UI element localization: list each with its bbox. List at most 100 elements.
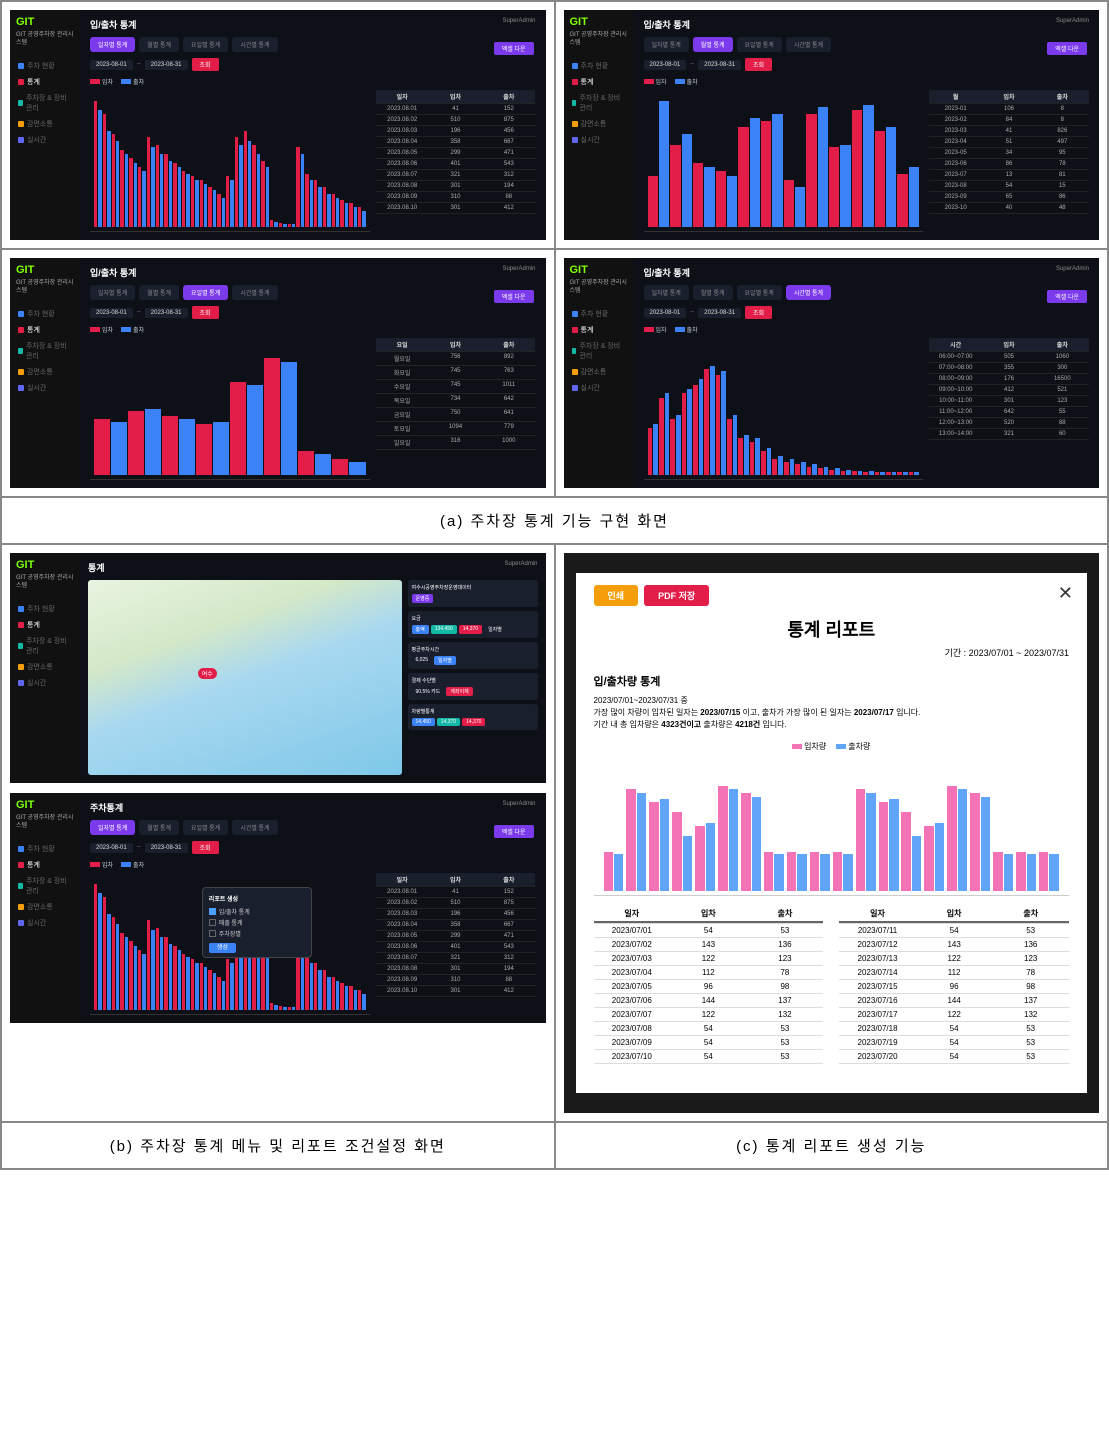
sidebar-item[interactable]: 주차 현황 <box>16 841 74 857</box>
search-button[interactable]: 조회 <box>745 58 772 71</box>
sidebar-item[interactable]: 감면소통 <box>16 364 74 380</box>
excel-button[interactable]: 엑셀 다운 <box>494 42 534 55</box>
sidebar-item[interactable]: 주차장 & 장비 관리 <box>16 90 74 116</box>
chip[interactable]: 14,450 <box>412 718 435 726</box>
map-pin[interactable]: 여수 <box>198 668 217 679</box>
tab[interactable]: 시간별 통계 <box>232 820 277 835</box>
sidebar-item[interactable]: 통계 <box>570 322 628 338</box>
date-to[interactable]: 2023-08-31 <box>145 308 188 318</box>
tab[interactable]: 요일별 통계 <box>183 285 228 300</box>
chip[interactable]: 14,370 <box>459 625 482 634</box>
sidebar-item[interactable]: 주차 현황 <box>570 58 628 74</box>
sidebar-item[interactable]: 주차장 & 장비 관리 <box>16 873 74 899</box>
excel-button[interactable]: 엑셀 다운 <box>494 825 534 838</box>
sidebar-item[interactable]: 감면소통 <box>16 116 74 132</box>
user-menu[interactable]: SuperAdmin <box>502 801 535 814</box>
map[interactable]: 여수 <box>88 580 402 775</box>
user-menu[interactable]: SuperAdmin <box>1056 18 1089 31</box>
tab[interactable]: 월별 통계 <box>139 285 179 300</box>
report-legend: 입차량 출차량 <box>594 741 1070 752</box>
chip[interactable]: 일자별 <box>434 656 456 665</box>
chip[interactable]: 134,450 <box>431 625 457 634</box>
print-button[interactable]: 인쇄 <box>594 585 639 606</box>
date-from[interactable]: 2023-08-01 <box>90 308 133 318</box>
chip[interactable]: 14,370 <box>462 718 485 726</box>
tab[interactable]: 시간별 통계 <box>232 285 277 300</box>
user-menu[interactable]: SuperAdmin <box>504 561 537 574</box>
search-button[interactable]: 조회 <box>745 306 772 319</box>
tab[interactable]: 일자별 통계 <box>644 37 689 52</box>
sidebar-item[interactable]: 실시간 <box>16 915 74 931</box>
user-menu[interactable]: SuperAdmin <box>502 18 535 31</box>
sidebar-item[interactable]: 감면소통 <box>16 899 74 915</box>
sidebar-item[interactable]: 감면소통 <box>570 364 628 380</box>
checkbox-row[interactable]: 주차장별 <box>209 929 305 938</box>
date-to[interactable]: 2023-08-31 <box>698 60 741 70</box>
tab[interactable]: 시간별 통계 <box>786 285 831 300</box>
checkbox-row[interactable]: 매출 통계 <box>209 918 305 927</box>
tab[interactable]: 월별 통계 <box>693 37 733 52</box>
search-button[interactable]: 조회 <box>192 306 219 319</box>
sidebar-item[interactable]: 주차 현황 <box>16 58 74 74</box>
tab[interactable]: 일자별 통계 <box>90 820 135 835</box>
tab[interactable]: 요일별 통계 <box>183 820 228 835</box>
date-from[interactable]: 2023-08-01 <box>90 60 133 70</box>
tab[interactable]: 시간별 통계 <box>786 37 831 52</box>
chip[interactable]: 일자별 <box>484 625 506 634</box>
sidebar-item[interactable]: 통계 <box>570 74 628 90</box>
excel-button[interactable]: 엑셀 다운 <box>1047 42 1087 55</box>
date-to[interactable]: 2023-08-31 <box>698 308 741 318</box>
chip[interactable]: 90.5% 카드 <box>412 687 445 696</box>
sidebar-item[interactable]: 감면소통 <box>16 659 74 675</box>
sidebar-item[interactable]: 통계 <box>16 617 74 633</box>
pdf-button[interactable]: PDF 저장 <box>644 585 709 606</box>
sidebar-item[interactable]: 실시간 <box>16 675 74 691</box>
excel-button[interactable]: 엑셀 다운 <box>1047 290 1087 303</box>
checkbox-row[interactable]: 입/출차 통계 <box>209 907 305 916</box>
chip[interactable]: 14,370 <box>437 718 460 726</box>
date-from[interactable]: 2023-08-01 <box>90 843 133 853</box>
sidebar-item[interactable]: 주차장 & 장비 관리 <box>16 338 74 364</box>
sidebar-item[interactable]: 실시간 <box>570 380 628 396</box>
sidebar-item[interactable]: 실시간 <box>16 380 74 396</box>
sidebar-item[interactable]: 실시간 <box>570 132 628 148</box>
tab[interactable]: 월별 통계 <box>139 820 179 835</box>
sidebar-item[interactable]: 주차 현황 <box>570 306 628 322</box>
user-menu[interactable]: SuperAdmin <box>502 266 535 279</box>
close-icon[interactable]: ✕ <box>1058 583 1073 604</box>
sidebar-item[interactable]: 주차장 & 장비 관리 <box>570 90 628 116</box>
sidebar-item[interactable]: 통계 <box>16 857 74 873</box>
sidebar-item[interactable]: 실시간 <box>16 132 74 148</box>
sidebar-item[interactable]: 주차 현황 <box>16 306 74 322</box>
tab[interactable]: 일자별 통계 <box>90 285 135 300</box>
search-button[interactable]: 조회 <box>192 841 219 854</box>
sidebar-item[interactable]: 주차장 & 장비 관리 <box>16 633 74 659</box>
tab[interactable]: 일자별 통계 <box>90 37 135 52</box>
chip[interactable]: 6,025 <box>412 656 433 665</box>
date-to[interactable]: 2023-08-31 <box>145 843 188 853</box>
generate-button[interactable]: 생성 <box>209 943 236 953</box>
sidebar-item[interactable]: 주차장 & 장비 관리 <box>570 338 628 364</box>
sidebar-item[interactable]: 통계 <box>16 74 74 90</box>
tab[interactable]: 요일별 통계 <box>737 37 782 52</box>
report-modal: ✕ 인쇄 PDF 저장 통계 리포트 기간 : 2023/07/01 ~ 202… <box>576 573 1088 1093</box>
tab[interactable]: 요일별 통계 <box>737 285 782 300</box>
search-button[interactable]: 조회 <box>192 58 219 71</box>
tab[interactable]: 시간별 통계 <box>232 37 277 52</box>
chip[interactable]: 총액 <box>412 625 429 634</box>
tab[interactable]: 일자별 통계 <box>644 285 689 300</box>
date-to[interactable]: 2023-08-31 <box>145 60 188 70</box>
tab[interactable]: 요일별 통계 <box>183 37 228 52</box>
sidebar-item[interactable]: 감면소통 <box>570 116 628 132</box>
date-from[interactable]: 2023-08-01 <box>644 308 687 318</box>
tab[interactable]: 월별 통계 <box>139 37 179 52</box>
chip[interactable]: 운영중 <box>412 594 434 603</box>
date-from[interactable]: 2023-08-01 <box>644 60 687 70</box>
chip[interactable]: 계좌이체 <box>446 687 472 696</box>
table-row: 2023.08.0141152 <box>376 104 536 115</box>
sidebar-item[interactable]: 통계 <box>16 322 74 338</box>
sidebar-item[interactable]: 주차 현황 <box>16 601 74 617</box>
tab[interactable]: 월별 통계 <box>693 285 733 300</box>
user-menu[interactable]: SuperAdmin <box>1056 266 1089 279</box>
excel-button[interactable]: 엑셀 다운 <box>494 290 534 303</box>
